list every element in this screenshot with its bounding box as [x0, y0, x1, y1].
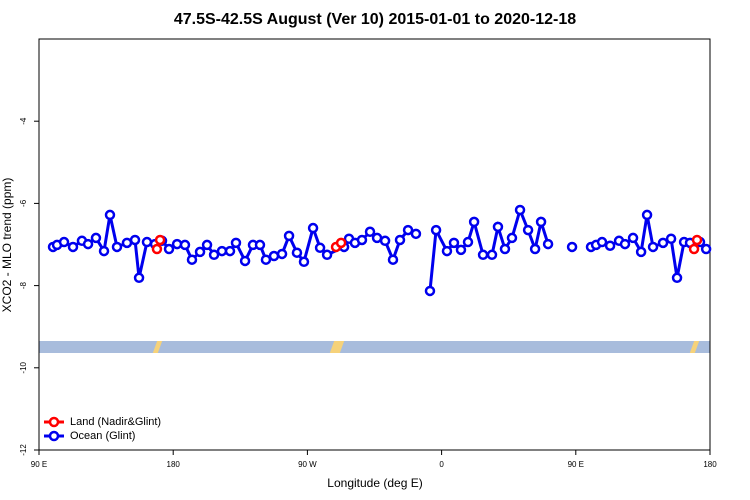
point: [111, 241, 123, 253]
point: [566, 241, 578, 253]
point: [671, 272, 683, 284]
point: [542, 238, 554, 250]
point: [448, 237, 460, 249]
point: [335, 237, 347, 249]
point: [268, 250, 280, 262]
point: [133, 272, 145, 284]
x-tick-label: 180: [167, 460, 181, 469]
y-tick-label: -10: [19, 361, 28, 373]
y-tick-label: -12: [19, 444, 28, 456]
point: [67, 241, 79, 253]
point: [691, 234, 703, 246]
point: [402, 224, 414, 236]
legend-label: Ocean (Glint): [70, 430, 135, 442]
point: [486, 249, 498, 261]
point: [254, 239, 266, 251]
point: [514, 204, 526, 216]
point: [665, 233, 677, 244]
chart-title: 47.5S-42.5S August (Ver 10) 2015-01-01 t…: [174, 11, 576, 28]
point: [529, 243, 541, 255]
point: [604, 240, 616, 251]
point: [499, 243, 511, 255]
point: [298, 256, 310, 268]
point: [154, 234, 166, 246]
point: [700, 243, 712, 255]
x-tick-label: 90 E: [568, 460, 584, 469]
x-axis-label: Longitude (deg E): [327, 476, 422, 490]
point: [321, 249, 333, 261]
point: [506, 232, 518, 244]
point: [121, 237, 133, 249]
point: [201, 239, 213, 251]
point: [387, 254, 399, 265]
land-mask-band: [39, 341, 710, 353]
point: [441, 245, 453, 257]
point: [216, 245, 228, 257]
point: [430, 224, 442, 236]
point: [239, 255, 251, 267]
point: [129, 234, 141, 246]
point: [82, 238, 94, 250]
point: [627, 232, 639, 244]
legend-label: Land (Nadir&Glint): [70, 416, 161, 428]
point: [477, 249, 489, 261]
point: [90, 232, 102, 244]
point: [283, 230, 295, 242]
point: [208, 249, 220, 261]
point: [194, 246, 206, 258]
point: [104, 209, 116, 221]
x-tick-label: 180: [703, 460, 717, 469]
legend-marker: [48, 430, 60, 442]
point: [224, 245, 236, 257]
point: [141, 236, 153, 248]
point: [492, 221, 504, 233]
point: [186, 254, 198, 265]
point: [371, 232, 383, 244]
point: [641, 209, 653, 221]
point: [364, 226, 376, 238]
point: [230, 237, 242, 249]
point: [462, 236, 474, 248]
point: [424, 285, 436, 297]
point: [260, 254, 272, 265]
point: [394, 234, 406, 246]
point: [657, 237, 669, 249]
y-tick-label: -8: [19, 281, 28, 289]
point: [151, 243, 163, 255]
point: [276, 248, 288, 260]
y-tick-label: -6: [19, 199, 28, 207]
legend-item: Land (Nadir&Glint): [44, 416, 161, 428]
y-axis-label: XCO2 - MLO trend (ppm): [0, 178, 14, 313]
point: [522, 224, 534, 236]
point: [468, 216, 480, 228]
point: [291, 247, 303, 258]
point: [58, 236, 70, 248]
point: [356, 234, 368, 246]
point: [688, 243, 700, 255]
point: [455, 244, 467, 256]
x-tick-label: 0: [439, 460, 444, 469]
point: [535, 216, 547, 228]
point: [596, 236, 608, 248]
y-tick-label: -4: [19, 117, 28, 125]
legend-marker: [48, 416, 60, 428]
legend-item: Ocean (Glint): [44, 430, 135, 442]
point: [307, 222, 319, 234]
point: [379, 235, 391, 247]
point: [179, 239, 191, 251]
point: [635, 246, 647, 258]
x-tick-label: 90 W: [298, 460, 317, 469]
point: [647, 241, 659, 253]
plot-frame: [38, 38, 711, 451]
x-tick-label: 90 E: [31, 460, 47, 469]
point: [314, 242, 326, 254]
point: [410, 228, 422, 240]
point: [163, 243, 175, 255]
point: [98, 245, 110, 257]
point: [619, 238, 631, 250]
